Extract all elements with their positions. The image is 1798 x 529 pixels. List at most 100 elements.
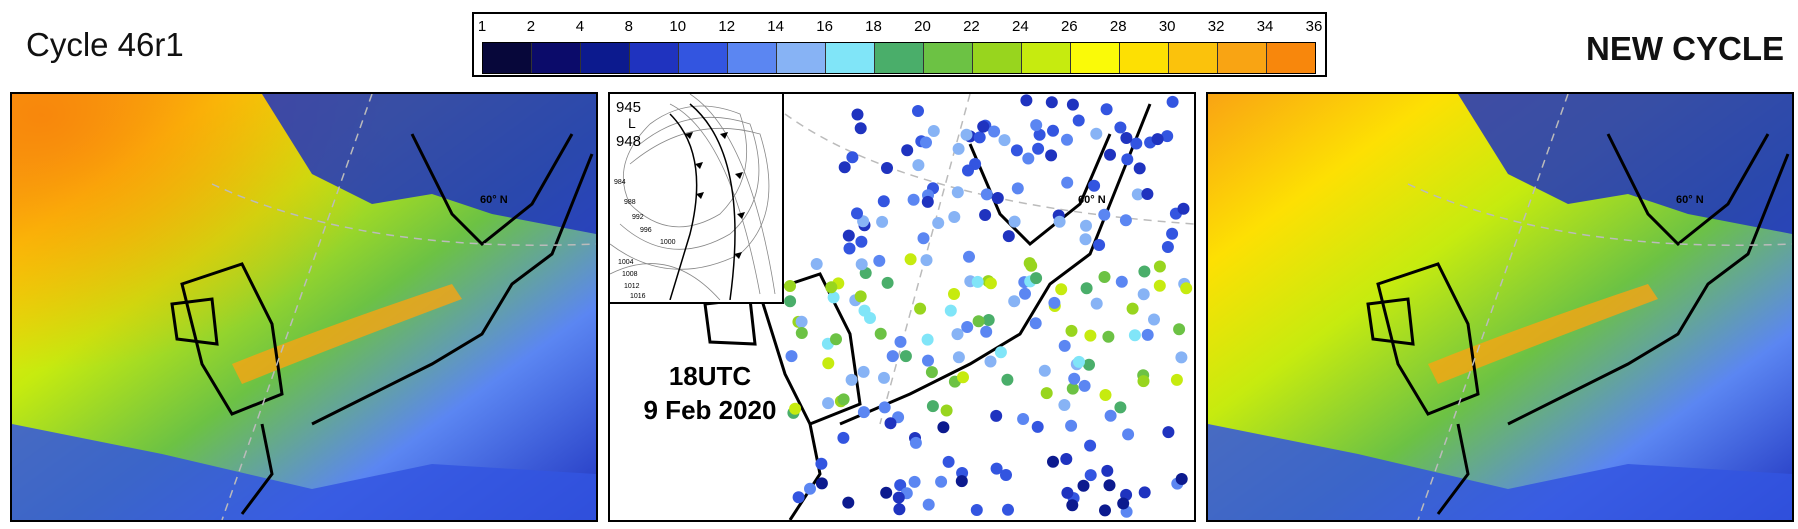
observation-dot	[912, 159, 925, 172]
observation-dot	[901, 144, 914, 157]
observation-dot	[1121, 153, 1134, 166]
observation-dot	[878, 401, 891, 414]
colorbar-swatch	[630, 43, 679, 73]
observation-dot	[1058, 399, 1071, 411]
observation-dot	[892, 491, 905, 504]
observation-dot	[1010, 144, 1023, 157]
observation-dot	[917, 232, 930, 245]
observation-dot	[851, 108, 864, 121]
observation-dot	[1001, 373, 1014, 386]
observation-dot	[1084, 439, 1097, 452]
observation-dot	[894, 479, 907, 492]
observation-dot	[784, 295, 797, 308]
observation-dot	[881, 276, 894, 289]
observation-dot	[1099, 389, 1112, 401]
observation-dot	[1011, 182, 1024, 195]
observation-dot	[784, 280, 796, 292]
observation-dot	[1114, 121, 1127, 134]
observation-dot	[830, 333, 842, 346]
observation-dot	[907, 193, 920, 206]
observation-dot	[1080, 282, 1093, 295]
colorbar-swatch	[826, 43, 875, 73]
observation-dot	[920, 136, 932, 149]
observation-dot	[854, 290, 867, 303]
left-title: Cycle 46r1	[26, 26, 184, 63]
colorbar-tick-label: 2	[526, 18, 536, 35]
observation-dot	[855, 258, 868, 271]
observation-dot	[822, 397, 835, 410]
observation-dot	[1002, 230, 1015, 243]
observation-dot	[957, 371, 969, 384]
observation-dot	[1093, 239, 1106, 251]
observation-dot	[1008, 295, 1021, 308]
observation-dot	[1077, 479, 1090, 492]
observation-dot	[1079, 233, 1092, 246]
observation-dot	[1047, 124, 1059, 137]
inset-isobar-label: 1016	[630, 293, 646, 300]
observation-dot	[1090, 297, 1103, 310]
colorbar-legend: 1 2 4 8 10 12 14 16 18 20 22 24 26 28 30 32 34 36	[472, 12, 1327, 77]
colorbar-swatch	[973, 43, 1022, 73]
valid-date: 9 Feb 2020	[643, 395, 777, 425]
observation-dot	[1128, 329, 1141, 342]
observation-dot	[1102, 330, 1115, 343]
inset-isobar-label: 984	[614, 179, 626, 186]
observation-dot	[971, 275, 984, 288]
observation-dot	[838, 161, 851, 174]
observation-dot	[951, 186, 964, 199]
observation-dot	[1020, 94, 1033, 107]
inset-low-marker: L	[628, 115, 636, 131]
colorbar-swatch	[1022, 43, 1071, 73]
inset-isobar-label: 992	[632, 214, 644, 221]
map-panel-cycle-46r1: 60° N	[10, 92, 598, 522]
observation-dot	[1138, 486, 1151, 499]
observation-dot	[1031, 420, 1044, 433]
synoptic-chart-inset: 945 L 948 984 988 992 996 1000 1004 1008 1012 10…	[610, 94, 784, 304]
observation-dot	[1083, 358, 1095, 371]
valid-time: 18UTC	[668, 361, 752, 391]
observation-dot	[827, 291, 840, 304]
observation-dot	[925, 366, 938, 379]
inset-isobar-label: 1012	[624, 283, 640, 290]
observation-dot	[846, 151, 859, 164]
observation-dot	[1099, 504, 1111, 517]
colorbar-tick-label: 8	[624, 18, 633, 35]
observation-dot	[1170, 373, 1183, 386]
observation-dot	[932, 217, 945, 229]
observation-dot	[1175, 473, 1188, 485]
colorbar-tick-labels: 1 2 4 8 10 12 14 16 18 20 22 24 26 28 30 32 34 36	[478, 16, 1323, 40]
observation-dot	[1161, 241, 1174, 253]
wind-gust-field-right	[1208, 94, 1792, 520]
observation-dot	[948, 288, 960, 300]
observation-dot	[972, 315, 985, 328]
observation-dot	[990, 409, 1003, 422]
observation-dot	[795, 315, 808, 328]
observation-dot	[1122, 428, 1135, 441]
observation-dot	[1080, 219, 1092, 232]
observation-dot	[1061, 486, 1074, 499]
observation-dot	[881, 162, 893, 174]
observation-dot	[1066, 98, 1079, 111]
observation-dot	[873, 254, 886, 267]
observation-dot	[922, 498, 935, 511]
observation-dot	[973, 131, 986, 144]
observation-dot	[1098, 208, 1111, 221]
observation-dot	[980, 325, 993, 338]
observation-dot	[893, 503, 906, 516]
observation-dot	[908, 475, 921, 488]
observation-dot	[922, 354, 934, 367]
observation-dot	[1022, 152, 1035, 165]
observation-dot	[982, 314, 995, 326]
colorbar-tick-label: 30	[1158, 18, 1176, 35]
colorbar-swatch	[532, 43, 581, 73]
observation-dot	[912, 105, 924, 117]
observation-dot	[1061, 176, 1074, 189]
observation-dot	[1030, 272, 1043, 285]
observation-dot	[1065, 324, 1078, 337]
observation-dot	[935, 475, 948, 488]
observation-dot	[970, 504, 983, 516]
observation-dot	[1098, 271, 1111, 283]
observation-dot	[937, 421, 950, 434]
observation-dot	[894, 335, 907, 348]
colorbar-tick-label: 32	[1207, 18, 1225, 35]
